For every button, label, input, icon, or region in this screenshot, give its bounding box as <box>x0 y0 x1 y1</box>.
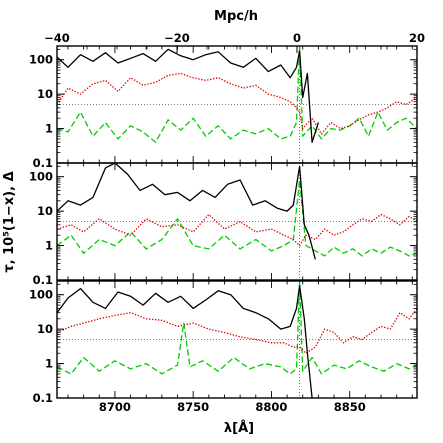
y-axis-title: τ, 10⁵(1−x), Δ <box>2 171 17 272</box>
x-tick-label: 8850 <box>334 400 366 414</box>
y-tick-label: 100 <box>29 53 53 67</box>
panel-series <box>57 163 417 260</box>
y-tick-label: 100 <box>29 288 53 302</box>
panel-series <box>57 281 417 398</box>
y-tick-label: 1 <box>45 357 53 371</box>
y-tick-label: 0.1 <box>33 391 53 405</box>
series-line-solid <box>57 48 320 143</box>
top-tick-label: 20 <box>409 31 425 45</box>
panel-series <box>57 46 417 143</box>
y-tick-label: 100 <box>29 170 53 184</box>
panel-1: 0.1 1 10 100 <box>29 45 418 170</box>
y-tick-label: 0.1 <box>33 273 53 287</box>
series-line-solid <box>57 285 313 398</box>
top-tick-label: 0 <box>293 31 301 45</box>
panel-2: 0.1 1 10 100 <box>29 162 418 287</box>
y-tick-label: 10 <box>37 322 53 336</box>
series-line-dotted <box>57 213 417 247</box>
top-axis-ticks: −40 −20 0 20 <box>44 31 425 53</box>
top-axis-title: Mpc/h <box>214 9 258 24</box>
y-tick-label: 10 <box>37 87 53 101</box>
y-tick-label: 1 <box>45 239 53 253</box>
x-tick-label: 8800 <box>255 400 287 414</box>
bottom-axis-ticks: 8700 8750 8800 8850 <box>99 400 366 414</box>
series-line-dashed <box>57 46 417 143</box>
series-line-dashed <box>57 281 417 375</box>
x-tick-label: 8750 <box>177 400 209 414</box>
series-line-dotted <box>57 308 417 354</box>
x-tick-label: 8700 <box>99 400 131 414</box>
y-tick-label: 1 <box>45 122 53 136</box>
top-tick-label: −20 <box>164 31 190 45</box>
series-line-dotted <box>57 72 417 135</box>
y-tick-label: 10 <box>37 204 53 218</box>
x-axis-title: λ[Å] <box>224 420 254 436</box>
top-tick-label: −40 <box>44 31 70 45</box>
series-line-dashed <box>57 179 417 257</box>
series-line-solid <box>57 163 316 260</box>
panel-3: 0.1 1 10 100 <box>29 280 418 405</box>
y-tick-label: 0.1 <box>33 156 53 170</box>
